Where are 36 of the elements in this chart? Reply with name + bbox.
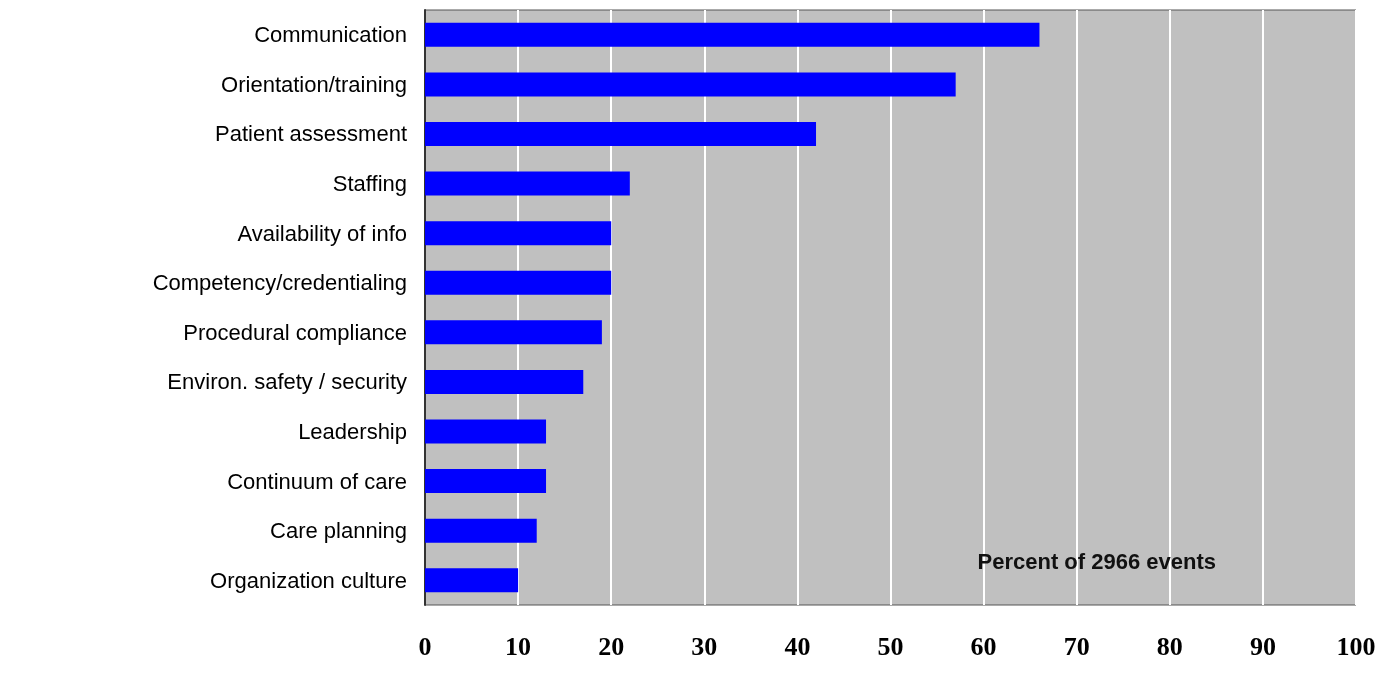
bar [425, 121, 817, 146]
y-tick-label: Availability of info [237, 220, 407, 246]
y-tick-label: Continuum of care [227, 468, 407, 494]
x-tick-label: 40 [784, 631, 811, 661]
x-tick-label: 30 [691, 631, 718, 661]
x-tick-label: 50 [877, 631, 904, 661]
x-tick-label: 0 [418, 631, 432, 661]
x-tick-label: 10 [505, 631, 532, 661]
bar [425, 270, 612, 295]
x-tick-label: 20 [598, 631, 625, 661]
bar [425, 221, 612, 246]
y-tick-label: Orientation/training [221, 71, 407, 97]
bar [425, 469, 547, 494]
annotation: Percent of 2966 events [977, 548, 1217, 574]
x-tick-label: 70 [1063, 631, 1090, 661]
y-tick-label: Organization culture [210, 567, 407, 593]
bar [425, 171, 630, 196]
y-tick-label: Competency/credentialing [152, 270, 407, 296]
y-tick-label: Staffing [332, 171, 407, 197]
x-tick-label: 90 [1249, 631, 1276, 661]
x-tick-label: 60 [970, 631, 997, 661]
bar [425, 22, 1040, 47]
bar [425, 369, 584, 394]
bar [425, 568, 519, 593]
y-tick-label: Care planning [270, 518, 407, 544]
y-tick-label: Procedural compliance [183, 319, 407, 345]
x-tick-label: 100 [1336, 631, 1376, 661]
y-tick-label: Communication [254, 22, 407, 48]
bar [425, 419, 547, 444]
bar [425, 72, 956, 97]
y-tick-label: Environ. safety / security [167, 369, 407, 395]
bar [425, 320, 602, 345]
y-tick-label: Leadership [298, 418, 407, 444]
bar [425, 518, 537, 543]
y-tick-label: Patient assessment [215, 121, 407, 147]
x-tick-label: 80 [1156, 631, 1183, 661]
